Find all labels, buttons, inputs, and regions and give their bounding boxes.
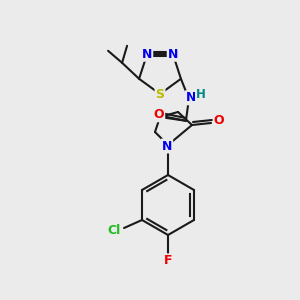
- Text: N: N: [168, 48, 178, 61]
- Text: N: N: [142, 48, 152, 61]
- Text: N: N: [186, 91, 196, 104]
- Text: F: F: [164, 254, 172, 268]
- Text: S: S: [155, 88, 164, 100]
- Text: Cl: Cl: [107, 224, 121, 238]
- Text: O: O: [154, 108, 164, 121]
- Text: N: N: [162, 140, 172, 152]
- Text: O: O: [214, 115, 224, 128]
- Text: H: H: [196, 88, 206, 101]
